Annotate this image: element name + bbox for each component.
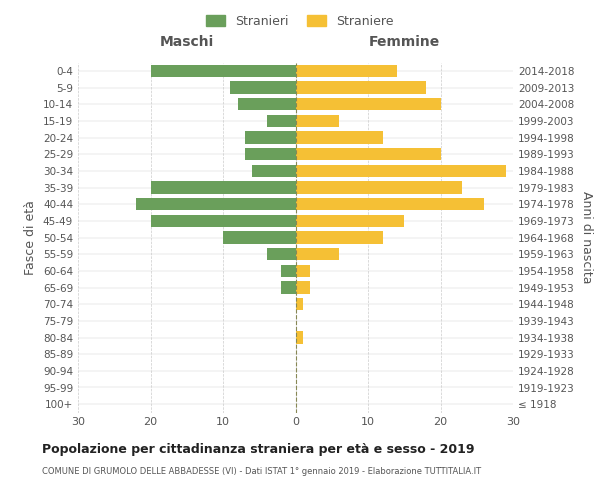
Y-axis label: Fasce di età: Fasce di età <box>25 200 37 275</box>
Bar <box>296 248 339 260</box>
Bar <box>230 81 296 94</box>
Bar <box>245 148 296 160</box>
Bar <box>136 198 296 210</box>
Text: COMUNE DI GRUMOLO DELLE ABBADESSE (VI) - Dati ISTAT 1° gennaio 2019 - Elaborazio: COMUNE DI GRUMOLO DELLE ABBADESSE (VI) -… <box>42 468 481 476</box>
Bar <box>151 64 296 77</box>
Legend: Stranieri, Straniere: Stranieri, Straniere <box>203 11 397 32</box>
Bar <box>296 64 397 77</box>
Bar <box>296 148 440 160</box>
Bar <box>252 164 296 177</box>
Bar <box>296 298 303 310</box>
Bar <box>296 281 310 293</box>
Bar <box>151 214 296 227</box>
Bar <box>266 114 296 127</box>
Bar <box>296 231 383 244</box>
Bar <box>296 214 404 227</box>
Bar <box>296 181 462 194</box>
Text: Maschi: Maschi <box>160 34 214 48</box>
Bar <box>266 248 296 260</box>
Bar <box>281 281 296 293</box>
Bar <box>296 98 440 110</box>
Bar <box>238 98 296 110</box>
Bar <box>296 198 484 210</box>
Bar <box>296 264 310 277</box>
Text: Popolazione per cittadinanza straniera per età e sesso - 2019: Popolazione per cittadinanza straniera p… <box>42 442 475 456</box>
Bar <box>281 264 296 277</box>
Bar <box>296 81 426 94</box>
Bar <box>223 231 296 244</box>
Bar <box>245 131 296 144</box>
Bar <box>296 114 339 127</box>
Bar <box>296 164 506 177</box>
Text: Femmine: Femmine <box>368 34 440 48</box>
Bar <box>151 181 296 194</box>
Bar <box>296 331 303 344</box>
Bar <box>296 131 383 144</box>
Y-axis label: Anni di nascita: Anni di nascita <box>580 191 593 284</box>
